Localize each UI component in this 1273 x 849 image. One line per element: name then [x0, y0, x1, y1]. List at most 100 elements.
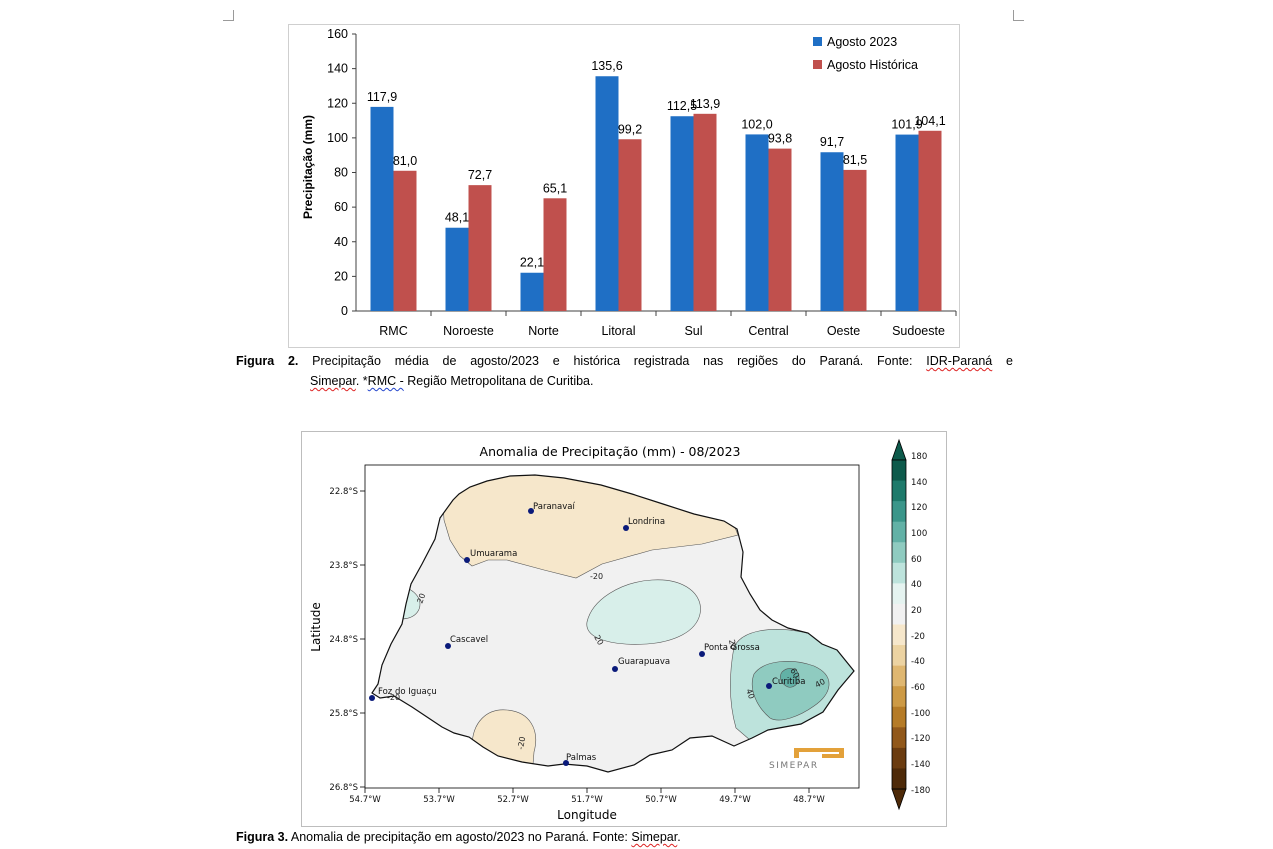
- figure-2-caption-line-2: Simepar. *RMC - Região Metropolitana de …: [310, 372, 593, 391]
- colorbar-segments: [892, 460, 906, 790]
- latitude-tick-label: 26.8°S: [329, 783, 358, 793]
- bar-data-label: 65,1: [543, 181, 567, 195]
- bar: [445, 227, 469, 311]
- bar-data-label: 135,6: [591, 59, 622, 73]
- colorbar-tick-label: 20: [911, 606, 922, 616]
- city-label: Palmas: [566, 753, 597, 763]
- curitiba-wet-anomaly-area: [751, 661, 830, 721]
- city-marker: [699, 651, 705, 657]
- x-category-label: Litoral: [601, 324, 635, 338]
- latitude-tick-label: 23.8°S: [329, 561, 358, 571]
- map-title: Anomalia de Precipitação (mm) - 08/2023: [480, 444, 741, 459]
- city-label: Curitiba: [772, 677, 805, 687]
- colorbar-segment: [892, 645, 906, 667]
- y-tick-label: 140: [327, 62, 348, 76]
- map-y-axis-title: Latitude: [309, 602, 323, 651]
- bar: [595, 76, 619, 312]
- parana-state-outline: [371, 474, 855, 773]
- y-tick-label: 120: [327, 96, 348, 110]
- colorbar-tick-label: -40: [911, 657, 925, 667]
- bar-data-label: 81,0: [393, 154, 417, 168]
- contour-label: -20: [516, 736, 527, 750]
- colorbar-tick-label: -180: [911, 786, 930, 796]
- latitude-ticks: 22.8°S 23.8°S 24.8°S 25.8°S 26.8°S: [329, 487, 365, 793]
- contour-label: -20: [387, 693, 400, 702]
- colorbar-tick-label: -120: [911, 734, 930, 744]
- longitude-ticks: 54.7°W 53.7°W 52.7°W 51.7°W 50.7°W 49.7°…: [349, 788, 825, 805]
- x-category-label: Central: [748, 324, 788, 338]
- city-label: Londrina: [628, 517, 665, 527]
- longitude-tick-label: 48.7°W: [793, 795, 825, 805]
- bar-data-label: 112,5: [667, 99, 697, 113]
- city-marker: [766, 683, 772, 689]
- bar: [618, 139, 642, 311]
- bar: [393, 170, 417, 311]
- bar-chart-frame: Precipitação (mm) 0 20 40 60 80 100 120 140 160 1…: [288, 24, 960, 348]
- page-corner-mark-right: [1013, 10, 1024, 21]
- colorbar-segment: [892, 501, 906, 523]
- contour-label: -20: [590, 572, 603, 581]
- colorbar-tick-label: 60: [911, 555, 922, 565]
- figure-2-caption-text: Precipitação média de agosto/2023 e hist…: [312, 354, 913, 368]
- bar: [520, 272, 544, 311]
- longitude-tick-label: 53.7°W: [423, 795, 455, 805]
- colorbar-segment: [892, 686, 906, 708]
- figure-2-caption-line-1: Figura 2. Precipitação média de agosto/2…: [236, 352, 1013, 371]
- bar-data-label: 72,7: [468, 168, 492, 182]
- simepar-logo-text: SIMEPAR: [769, 761, 819, 771]
- colorbar-tick-label: 120: [911, 503, 927, 513]
- bar: [745, 134, 769, 311]
- x-category-label: Noroeste: [443, 324, 494, 338]
- x-category-label: Sul: [684, 324, 702, 338]
- colorbar-segment: [892, 542, 906, 564]
- legend-swatch-agosto-historica: [813, 60, 822, 69]
- x-category-label: Oeste: [827, 324, 860, 338]
- bar-data-label: 93,8: [768, 132, 792, 146]
- colorbar-bottom-arrow: [891, 788, 907, 811]
- x-category-label: RMC: [379, 324, 407, 338]
- colorbar-segment: [892, 727, 906, 749]
- bar: [820, 152, 844, 311]
- bar: [543, 198, 567, 311]
- bar-chart-content: 0 20 40 60 80 100 120 140 160 117,9 81,0 RMC 48,1 72,…: [327, 27, 957, 338]
- colorbar-tick-label: 40: [911, 580, 922, 590]
- contour-labels: -20 20 20 20 40 60 40 -20 -20: [387, 572, 827, 750]
- y-tick-label: 60: [334, 200, 348, 214]
- city-markers: Paranavaí Londrina Umuarama Cascavel Pon…: [369, 502, 805, 766]
- city-label: Foz do Iguaçu: [378, 687, 437, 697]
- city-label: Guarapuava: [618, 657, 670, 667]
- bar: [693, 113, 717, 311]
- figure-2-source-simepar: Simepar: [310, 374, 356, 388]
- city-marker: [563, 760, 569, 766]
- chart-legend: Agosto 2023 Agosto Histórica: [813, 35, 918, 72]
- page-corner-mark-left: [223, 10, 234, 21]
- colorbar-segment: [892, 521, 906, 543]
- colorbar-segment: [892, 583, 906, 605]
- contour-label: 40: [744, 688, 756, 701]
- latitude-tick-label: 22.8°S: [329, 487, 358, 497]
- bar: [843, 169, 867, 311]
- colorbar-border: [891, 459, 907, 790]
- city-label: Paranavaí: [533, 502, 575, 512]
- central-wet-anomaly-area: [586, 579, 701, 645]
- bar-data-label: 22,1: [520, 256, 544, 270]
- simepar-logo: SIMEPAR: [769, 748, 844, 771]
- figure-3-label: Figura 3.: [236, 830, 289, 844]
- colorbar-top-arrow: [891, 438, 907, 461]
- legend-label-agosto-2023: Agosto 2023: [827, 35, 897, 49]
- contour-label: 20: [415, 592, 427, 605]
- colorbar-segment: [892, 460, 906, 482]
- legend-swatch-agosto-2023: [813, 37, 822, 46]
- bar-data-label: 101,9: [891, 118, 922, 132]
- bar-data-label: 113,9: [690, 97, 720, 111]
- figure-2-caption-separator: . *: [355, 374, 368, 388]
- bar-data-label: 48,1: [445, 211, 469, 225]
- bar: [768, 148, 792, 311]
- city-marker: [445, 643, 451, 649]
- colorbar-segment: [892, 603, 906, 625]
- anomaly-map: Anomalia de Precipitação (mm) - 08/2023 …: [309, 438, 930, 822]
- bar: [370, 106, 394, 312]
- figure-3-caption: Figura 3. Anomalia de precipitação em ag…: [236, 828, 681, 847]
- longitude-tick-label: 50.7°W: [645, 795, 677, 805]
- colorbar-tick-label: -140: [911, 760, 930, 770]
